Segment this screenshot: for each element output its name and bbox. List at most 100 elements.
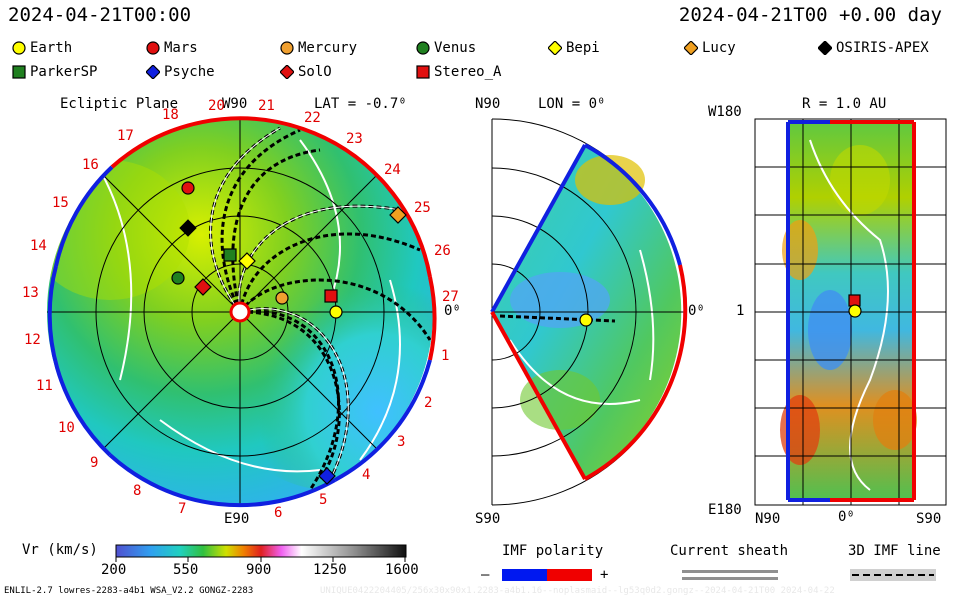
mars-circle-icon: [146, 41, 160, 55]
osiris-diamond-icon: [818, 41, 832, 55]
map-x-label: 0⁰: [838, 509, 855, 525]
lucy-marker: [389, 206, 407, 224]
meridional-lon: LON = 0⁰: [538, 96, 606, 112]
ecliptic-top-label: W90: [222, 96, 248, 112]
left-timestamp: 2024-04-21T00:00: [8, 4, 192, 26]
colorbar-tick: 1250: [313, 562, 347, 578]
earth-marker: [329, 305, 343, 319]
legend-label: ParkerSP: [30, 64, 98, 80]
carrington-tick: 6: [274, 505, 283, 521]
map-top-left: W180: [708, 104, 742, 120]
solo-diamond-icon: [280, 65, 294, 79]
legend-label: Psyche: [164, 64, 215, 80]
carrington-tick: 11: [36, 378, 53, 394]
parkersp-square-icon: [12, 65, 26, 79]
legend-mars: Mars: [146, 40, 198, 56]
osiris-apex-marker: [179, 219, 197, 237]
carrington-tick: 4: [362, 467, 371, 483]
imf-line-key: [850, 569, 936, 581]
psyche-diamond-icon: [146, 65, 160, 79]
colorbar-label: Vr (km/s): [22, 542, 98, 558]
meridional-top-label: N90: [475, 96, 501, 112]
imf-positive-swatch: [547, 569, 592, 581]
carrington-tick: 23: [346, 131, 363, 147]
legend-bepi: Bepi: [548, 40, 600, 56]
legend-lucy: Lucy: [684, 40, 736, 56]
psyche-marker: [318, 467, 336, 485]
ecliptic-panel: [47, 116, 437, 508]
mercury-circle-icon: [280, 41, 294, 55]
velocity-colorbar: [115, 544, 407, 558]
carrington-tick: 7: [178, 501, 187, 517]
carrington-tick: 26: [434, 243, 451, 259]
right-timestamp: 2024-04-21T00 +0.00 day: [678, 4, 942, 26]
carrington-tick: 22: [304, 110, 321, 126]
stereo-a-square-icon: [416, 65, 430, 79]
legend-label: Venus: [434, 40, 477, 56]
fast-wind-region: [210, 230, 433, 490]
carrington-tick: 12: [24, 332, 41, 348]
carrington-tick: 1: [441, 348, 450, 364]
legend-label: SolO: [298, 64, 332, 80]
current-sheath-title: Current sheath: [670, 543, 789, 559]
legend-label: Bepi: [566, 40, 600, 56]
legend-label: Mars: [164, 40, 198, 56]
ecliptic-lat: LAT = -0.7⁰: [314, 96, 407, 112]
parkersp-marker: [223, 248, 237, 262]
carrington-tick: 15: [52, 195, 69, 211]
legend-venus: Venus: [416, 40, 476, 56]
current-sheath-key: [682, 570, 778, 573]
legend-stereo-a: Stereo_A: [416, 64, 501, 80]
legend-parkersp: ParkerSP: [12, 64, 97, 80]
imf-plus-label: +: [600, 567, 609, 583]
carrington-tick: 21: [258, 98, 275, 114]
meridional-panel: [490, 118, 688, 506]
imf-negative-swatch: [502, 569, 547, 581]
legend-mercury: Mercury: [280, 40, 357, 56]
carrington-tick: 20: [208, 98, 225, 114]
footer-run-id: UNIQUE0422204405/256x30x90x1.2283-a4b1.1…: [320, 586, 835, 596]
imf-minus-label: –: [481, 567, 490, 583]
earth-circle-icon: [12, 41, 26, 55]
solo-marker: [194, 278, 212, 296]
carrington-tick: 18: [162, 107, 179, 123]
carrington-tick: 2: [424, 395, 433, 411]
carrington-tick: 3: [397, 434, 406, 450]
carrington-tick: 14: [30, 238, 47, 254]
bepi-diamond-icon: [548, 41, 562, 55]
map-radius: R = 1.0 AU: [802, 96, 887, 112]
colorbar-tick: 550: [173, 562, 199, 578]
mars-marker: [181, 181, 195, 195]
imf-line-title: 3D IMF line: [848, 543, 941, 559]
carrington-tick: 13: [22, 285, 39, 301]
carrington-tick: 16: [82, 157, 99, 173]
carrington-tick: 27: [442, 289, 459, 305]
legend-earth: Earth: [12, 40, 72, 56]
carrington-tick: 10: [58, 420, 75, 436]
meridional-right-label: 0⁰: [688, 303, 705, 319]
map-x-label: S90: [916, 511, 942, 527]
carrington-tick: 17: [117, 128, 134, 144]
map-x-label: N90: [755, 511, 781, 527]
earth-marker-map: [848, 304, 862, 318]
sun-marker: [229, 301, 251, 323]
carrington-tick: 8: [133, 483, 142, 499]
ecliptic-title: Ecliptic Plane: [60, 96, 179, 112]
venus-circle-icon: [416, 41, 430, 55]
colorbar-tick: 200: [101, 562, 127, 578]
carrington-tick: 24: [384, 162, 401, 178]
mercury-marker: [275, 291, 289, 305]
stereo-a-marker-map: [848, 294, 861, 307]
legend-label: Lucy: [702, 40, 736, 56]
map-bottom-left: E180: [708, 502, 742, 518]
legend-solo: SolO: [280, 64, 332, 80]
ecliptic-bottom-label: E90: [224, 511, 250, 527]
bepi-marker: [238, 252, 256, 270]
legend-label: Stereo_A: [434, 64, 502, 80]
stereo-a-marker: [324, 289, 338, 303]
colorbar-tick: 900: [246, 562, 272, 578]
carrington-tick: 9: [90, 455, 99, 471]
imf-polarity-title: IMF polarity: [502, 543, 604, 559]
map-panel: [754, 118, 947, 506]
legend-label: OSIRIS-APEX: [836, 40, 929, 56]
